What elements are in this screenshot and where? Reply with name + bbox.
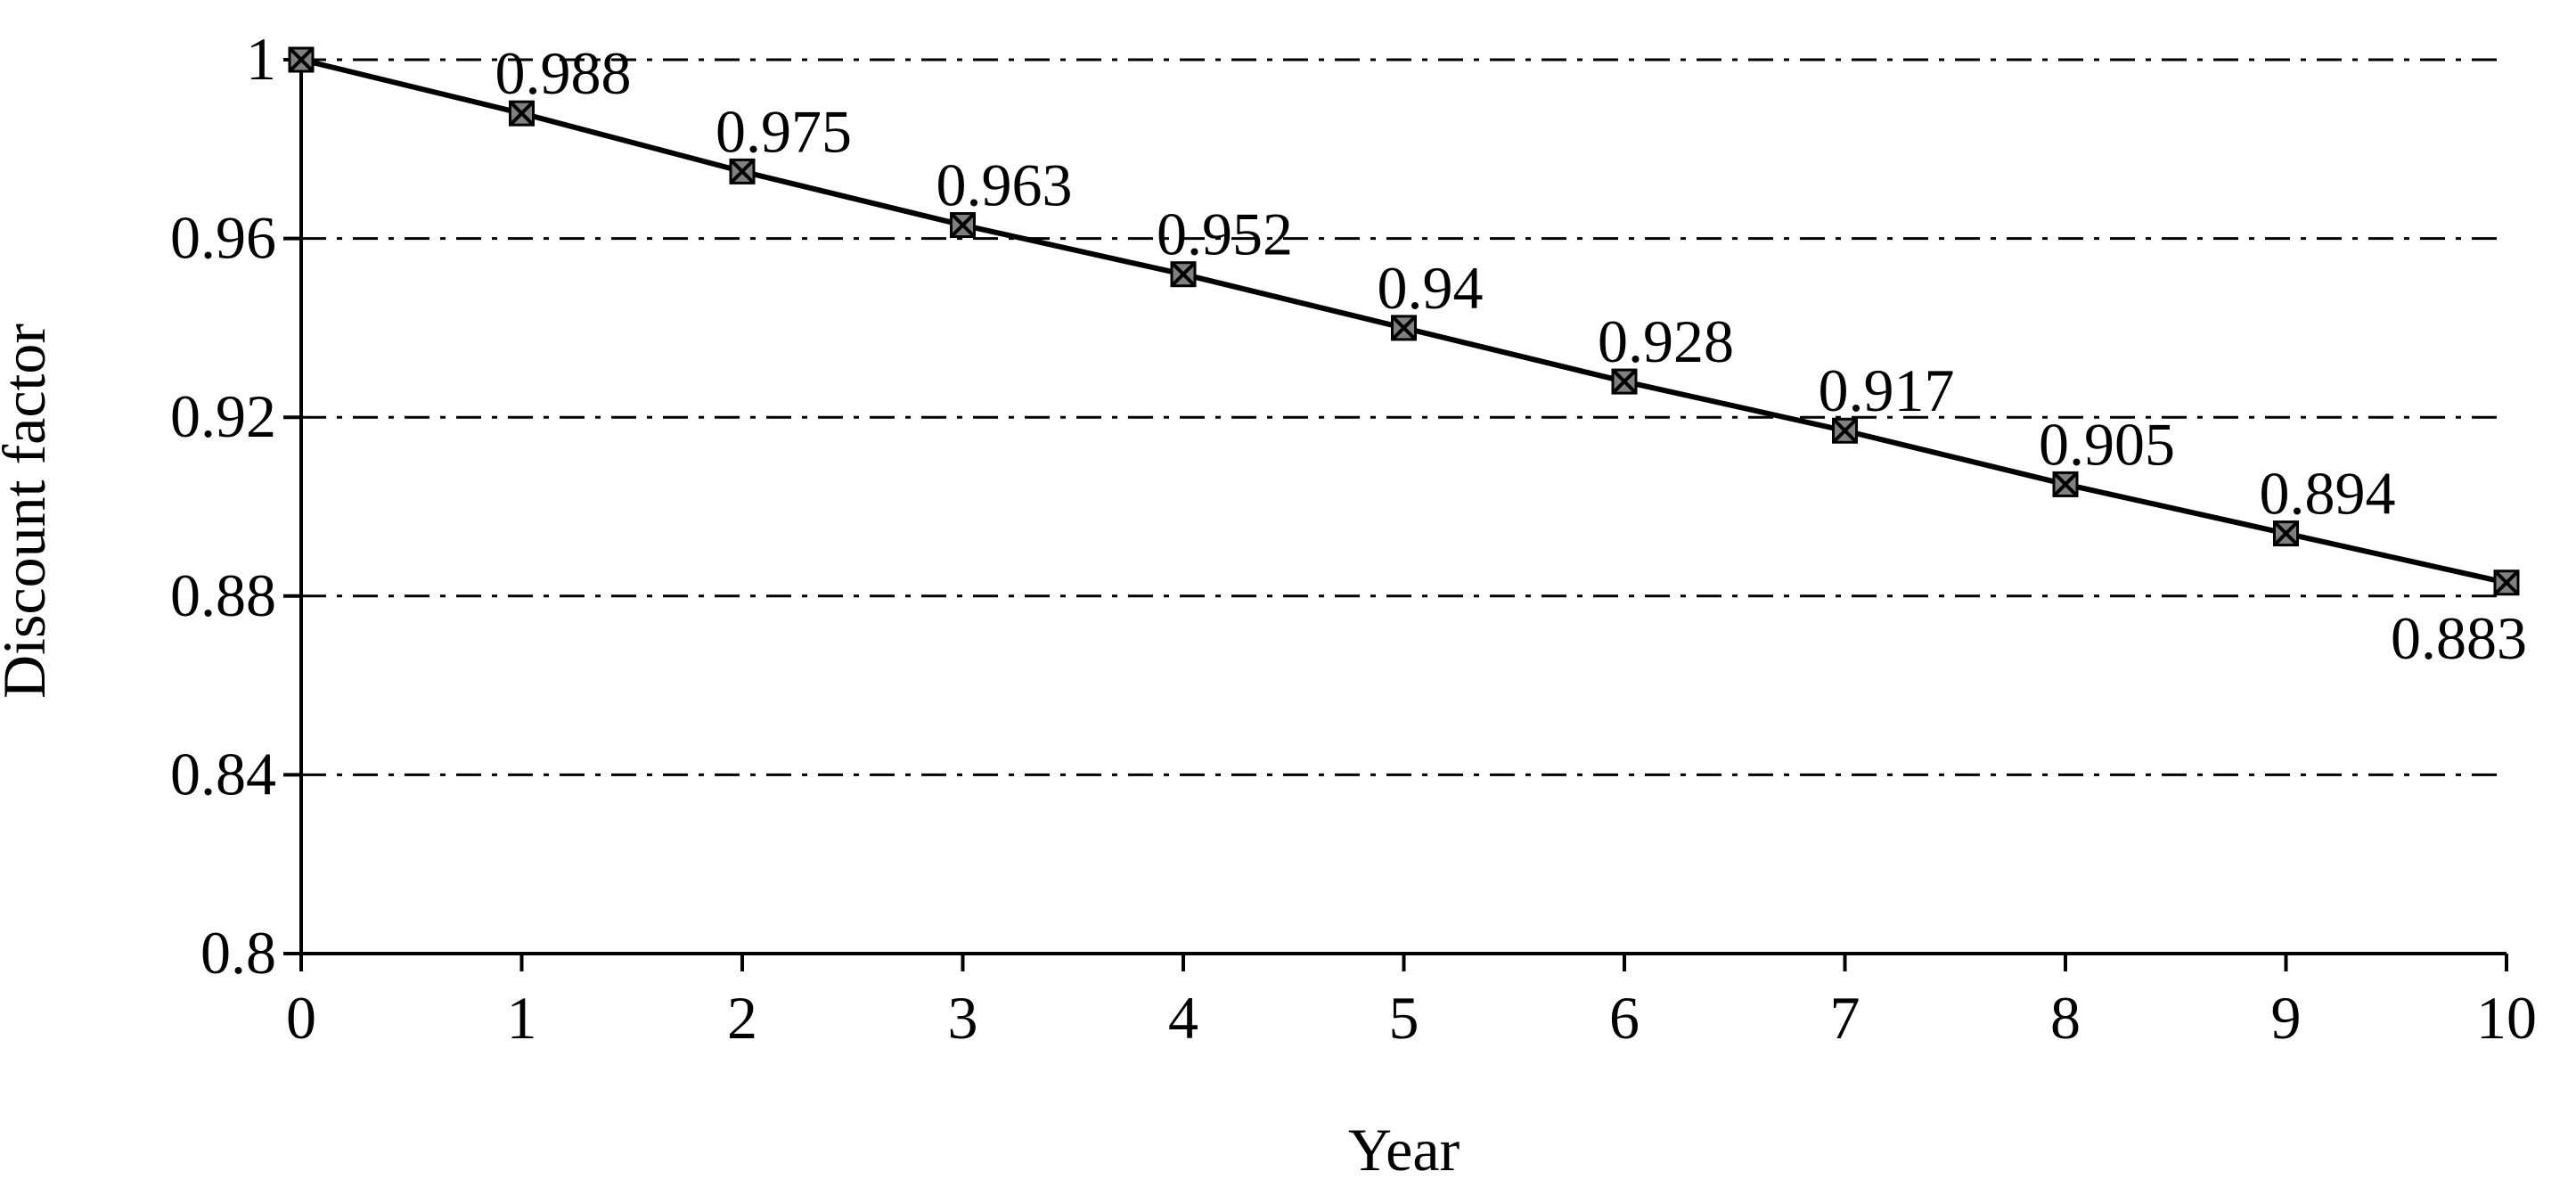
data-point-marker	[2052, 471, 2079, 497]
y-tick-label: 1	[246, 25, 276, 93]
y-axis-ticks: 0.8 0.84 0.88 0.92 0.96 1	[170, 25, 301, 987]
data-point-marker	[509, 100, 535, 127]
x-tick-label: 3	[948, 984, 978, 1052]
x-tick-label: 6	[1609, 984, 1640, 1052]
data-label: 0.952	[1157, 201, 1293, 268]
data-label: 0.894	[2260, 460, 2396, 528]
data-point-marker	[2273, 520, 2299, 547]
data-label: 0.928	[1598, 307, 1734, 375]
data-label: 0.975	[716, 97, 852, 165]
y-tick-label: 0.96	[170, 204, 276, 272]
x-axis-ticks: 0 1 2 3 4 5 6 7 8 9 10	[286, 954, 2537, 1052]
data-label: 0.883	[2391, 604, 2527, 672]
x-tick-label: 5	[1389, 984, 1419, 1052]
y-axis-title: Discount factor	[0, 324, 58, 699]
data-label: 0.917	[1819, 356, 1955, 424]
data-point-marker	[950, 212, 976, 239]
x-axis-title: Year	[1348, 1116, 1460, 1184]
data-labels: 0.988 0.975 0.963 0.952 0.94 0.928 0.917 0.905 0…	[495, 39, 2528, 672]
marker-cross-b	[950, 212, 976, 238]
marker-cross-b	[1611, 368, 1638, 395]
data-point-marker	[1391, 315, 1417, 341]
x-tick-label: 10	[2476, 984, 2537, 1052]
x-tick-label: 7	[1830, 984, 1860, 1052]
data-label: 0.963	[936, 152, 1073, 219]
data-point-marker	[1170, 261, 1197, 288]
series	[288, 46, 2520, 596]
data-point-marker	[729, 158, 756, 184]
y-tick-label: 0.92	[170, 382, 276, 450]
data-point-marker	[1832, 417, 1858, 444]
data-point-marker	[2493, 569, 2520, 596]
x-tick-label: 8	[2050, 984, 2081, 1052]
y-tick-label: 0.88	[170, 561, 276, 629]
y-tick-label: 0.8	[200, 919, 276, 987]
marker-cross-b	[2052, 471, 2079, 497]
data-label: 0.988	[495, 39, 632, 107]
x-tick-label: 4	[1168, 984, 1198, 1052]
gridlines	[301, 58, 2506, 776]
data-point-marker	[1611, 368, 1638, 395]
data-label: 0.94	[1378, 254, 1484, 322]
x-tick-label: 0	[286, 984, 316, 1052]
marker-cross-b	[2273, 520, 2299, 547]
marker-cross-b	[1832, 417, 1858, 444]
x-tick-label: 9	[2271, 984, 2302, 1052]
marker-cross-b	[729, 158, 756, 184]
marker-cross-b	[288, 46, 315, 73]
marker-cross-b	[1391, 315, 1417, 341]
marker-cross-b	[2493, 569, 2520, 596]
x-tick-label: 2	[727, 984, 757, 1052]
x-tick-label: 1	[507, 984, 537, 1052]
marker-cross-b	[1170, 261, 1197, 288]
marker-cross-b	[509, 100, 535, 127]
data-point-marker	[288, 46, 315, 73]
y-tick-label: 0.84	[170, 740, 276, 807]
data-label: 0.905	[2039, 410, 2175, 478]
